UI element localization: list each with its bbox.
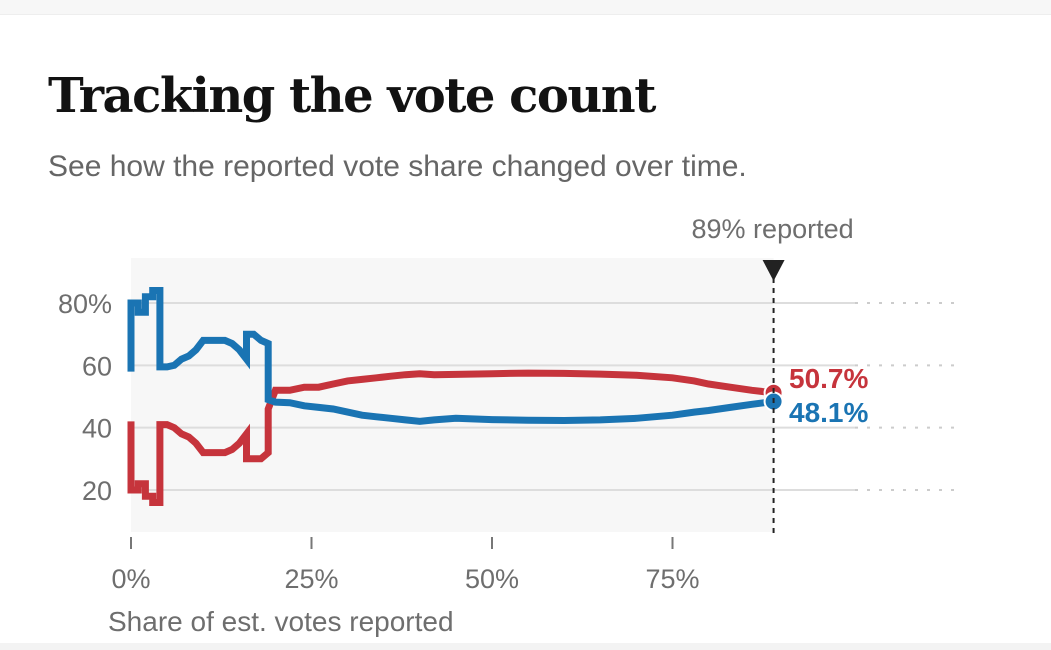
y-tick-label-60: 60: [82, 351, 112, 381]
x-axis-ticks: 0% 25% 50% 75%: [111, 537, 700, 594]
series-line-1: [127, 369, 775, 506]
y-tick-label-40: 40: [82, 414, 112, 444]
page-title: Tracking the vote count: [48, 68, 656, 124]
reported-marker: 89% reported: [692, 214, 854, 538]
gridlines: [131, 302, 960, 491]
vote-share-chart: 20 40 60 80% 0% 25% 50% 75% 50.7%48.1% 89% rep…: [58, 214, 960, 637]
x-tick-label-75: 75%: [645, 564, 699, 594]
series-line-2: [127, 287, 775, 425]
series-lines: 50.7%48.1%: [127, 287, 868, 506]
reported-label: 89% reported: [692, 214, 854, 244]
y-axis-ticks: 20 40 60 80%: [58, 289, 112, 506]
series-end-label-1: 50.7%: [789, 363, 868, 394]
x-axis-label: Share of est. votes reported: [108, 606, 454, 637]
x-tick-label-0: 0%: [111, 564, 150, 594]
x-tick-label-50: 50%: [465, 564, 519, 594]
y-tick-label-80: 80%: [58, 289, 112, 319]
page-subtitle: See how the reported vote share changed …: [48, 150, 747, 183]
series-end-label-2: 48.1%: [789, 397, 868, 428]
y-tick-label-20: 20: [82, 476, 112, 506]
reported-arrow-icon: [762, 260, 785, 281]
x-tick-label-25: 25%: [284, 564, 338, 594]
bottom-bar: [0, 643, 1051, 650]
top-bar: [0, 0, 1051, 15]
